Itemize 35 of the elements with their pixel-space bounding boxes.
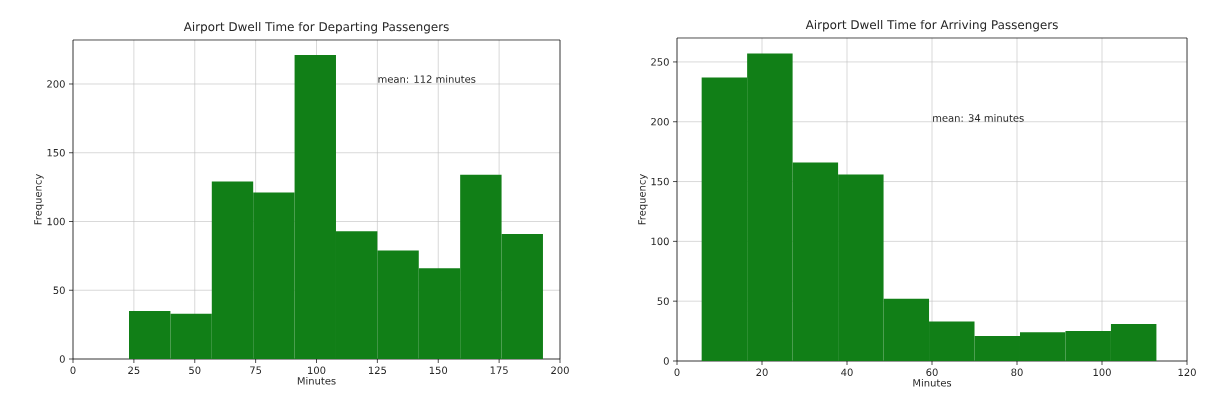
y-tick-label: 200 <box>47 80 65 88</box>
x-tick-label: 40 <box>841 368 853 377</box>
x-tick-label: 120 <box>1178 368 1196 377</box>
x-tick-label: 75 <box>250 366 262 374</box>
annotation: mean: 112 minutes <box>378 75 476 83</box>
y-tick-label: 150 <box>651 177 669 186</box>
y-tick-label: 50 <box>657 297 669 305</box>
y-axis-title: Frequency <box>34 174 44 225</box>
annotation: mean: 34 minutes <box>933 114 1024 122</box>
chart-title: Airport Dwell Time for Arriving Passengers <box>805 19 1058 32</box>
y-axis-title: Frequency <box>638 174 648 225</box>
x-tick-label: 0 <box>674 368 680 377</box>
x-axis-title: Minutes <box>913 378 952 387</box>
x-tick-label: 50 <box>189 366 201 375</box>
x-tick-label: 150 <box>429 366 448 375</box>
y-tick-label: 0 <box>663 357 669 365</box>
x-tick-label: 100 <box>1093 368 1111 377</box>
x-tick-label: 175 <box>490 366 508 374</box>
x-tick-label: 0 <box>70 366 76 375</box>
y-tick-label: 250 <box>651 58 669 66</box>
y-tick-label: 100 <box>47 217 65 226</box>
x-tick-label: 100 <box>308 366 326 375</box>
y-tick-label: 150 <box>47 148 65 157</box>
chart-title: Airport Dwell Time for Departing Passengers <box>183 21 449 34</box>
x-tick-label: 20 <box>756 368 768 377</box>
y-tick-label: 200 <box>651 117 669 126</box>
x-tick-label: 60 <box>926 368 938 377</box>
y-tick-label: 100 <box>651 237 669 246</box>
y-tick-label: 0 <box>59 355 65 363</box>
x-tick-label: 80 <box>1011 368 1023 377</box>
x-tick-label: 125 <box>368 366 387 375</box>
y-tick-label: 50 <box>53 286 65 295</box>
x-tick-label: 200 <box>551 366 569 375</box>
x-tick-label: 25 <box>128 366 140 375</box>
x-axis-title: Minutes <box>297 376 336 385</box>
